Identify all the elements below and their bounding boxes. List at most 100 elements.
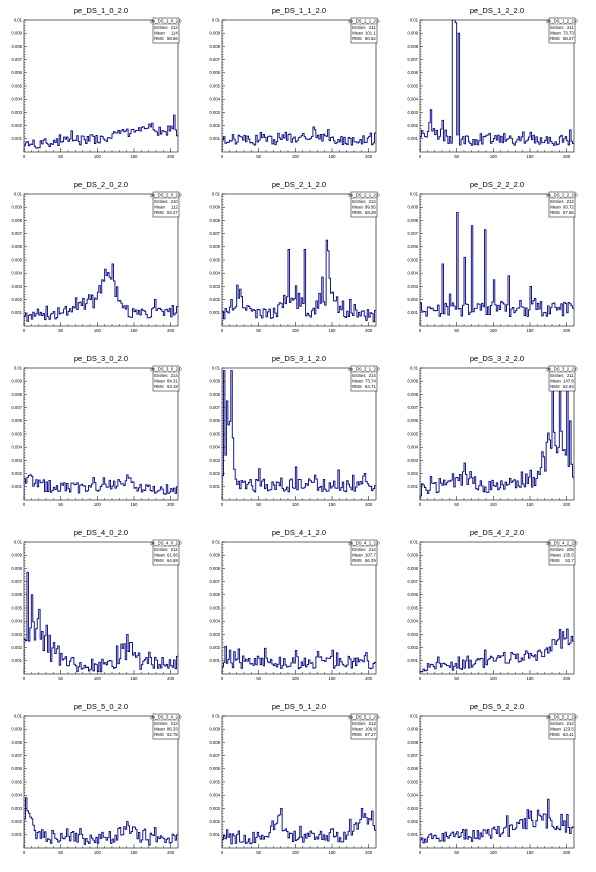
y-tick-label: 0.007 [12,579,23,584]
y-tick-label: 0.002 [408,297,419,302]
chart-title: pe_DS_1_0_2.0 [74,6,128,15]
stats-box [152,17,180,44]
y-tick-label: 0.009 [408,31,419,36]
y-tick-label: 0.003 [12,458,23,463]
stats-value: 112 [171,205,178,210]
y-tick-label: 0.006 [210,592,221,597]
stats-label: Entries [154,373,167,378]
x-tick-label: 100 [292,676,300,681]
stats-value: 214 [369,199,377,204]
x-tick-label: 0 [23,328,26,333]
y-tick-label: 0.005 [12,83,23,88]
y-tick-label: 0.007 [408,753,419,758]
x-tick-label: 150 [131,850,139,855]
y-tick-label: 0.004 [408,271,419,276]
y-tick-label: 0.006 [408,418,419,423]
chart-panel: pe_DS_4_0_2.0 0.001 0.002 0.003 0.004 0.005 0.… [2,524,200,698]
y-tick-label: 0.001 [12,136,23,141]
y-tick-label: 0.001 [210,832,221,837]
y-tick-label: 0.009 [408,727,419,732]
y-tick-label: 0.01 [212,17,221,22]
x-tick-label: 150 [131,676,139,681]
y-tick-label: 0.009 [408,553,419,558]
stats-label: RMS [550,384,560,389]
x-tick-label: 200 [167,328,175,333]
y-tick-label: 0.004 [210,793,221,798]
chart-title: pe_DS_4_2_2.0 [470,528,524,537]
y-tick-label: 0.008 [210,740,221,745]
y-tick-label: 0.009 [12,205,23,210]
y-tick-label: 0.001 [408,484,419,489]
chart-panel: pe_DS_1_1_2.0 0.001 0.002 0.003 0.004 0.005 0.… [200,2,398,176]
y-tick-label: 0.002 [210,297,221,302]
histogram-line [24,571,178,674]
x-tick-label: 150 [131,328,139,333]
y-tick-label: 0.003 [408,284,419,289]
chart-title: pe_DS_4_1_2.0 [272,528,326,537]
stats-value: 58.27 [563,36,574,41]
y-tick-label: 0.006 [12,766,23,771]
histogram-line [24,114,178,152]
y-tick-label: 0.006 [210,70,221,75]
y-tick-label: 0.01 [14,539,23,544]
stats-value: 73.73 [563,31,574,36]
chart-panel: pe_DS_2_1_2.0 0.001 0.002 0.003 0.004 0.005 0.… [200,176,398,350]
x-tick-label: 100 [490,850,498,855]
y-tick-label: 0.005 [210,779,221,784]
x-tick-label: 100 [292,328,300,333]
y-tick-label: 0.01 [14,191,23,196]
x-tick-label: 0 [419,676,422,681]
y-tick-label: 0.002 [210,471,221,476]
stats-label: Mean [550,31,561,36]
x-tick-label: 100 [94,328,102,333]
x-tick-label: 50 [58,502,63,507]
chart-title: pe_DS_3_1_2.0 [272,354,326,363]
y-tick-label: 0.004 [210,271,221,276]
y-tick-label: 0.007 [408,405,419,410]
stats-label: Entries [550,373,563,378]
chart-panel: pe_DS_5_0_2.0 0.001 0.002 0.003 0.004 0.005 0.… [2,698,200,872]
histogram-svg: pe_DS_3_1_2.0 0.001 0.002 0.003 0.004 0.005 0.… [210,354,381,507]
stats-box [548,365,576,392]
y-tick-label: 0.001 [12,658,23,663]
histogram-line [420,20,574,152]
y-tick-label: 0.01 [410,191,419,196]
stats-name: pe_DS_3_0_2.0 [150,367,182,372]
chart-panel: pe_DS_4_1_2.0 0.001 0.002 0.003 0.004 0.005 0.… [200,524,398,698]
histogram-line [222,645,376,674]
stats-name: pe_DS_4_1_2.0 [348,541,380,546]
x-tick-label: 100 [292,850,300,855]
y-tick-label: 0.005 [408,605,419,610]
histogram-line [420,370,574,500]
y-tick-label: 0.005 [210,605,221,610]
y-tick-label: 0.007 [210,57,221,62]
y-tick-label: 0.002 [12,471,23,476]
histogram-svg: pe_DS_5_0_2.0 0.001 0.002 0.003 0.004 0.005 0.… [12,702,183,855]
y-tick-label: 0.001 [210,310,221,315]
chart-title: pe_DS_5_0_2.0 [74,702,128,711]
x-tick-label: 100 [94,676,102,681]
stats-value: 64.69 [167,558,178,563]
x-tick-label: 100 [94,850,102,855]
stats-box [350,191,378,218]
y-tick-label: 0.001 [210,658,221,663]
stats-label: Entries [352,547,365,552]
x-tick-label: 50 [454,850,459,855]
y-tick-label: 0.01 [212,539,221,544]
y-tick-label: 0.006 [210,244,221,249]
y-tick-label: 0.003 [408,632,419,637]
histogram-line [420,628,574,674]
y-tick-label: 0.01 [212,365,221,370]
stats-label: RMS [154,732,164,737]
x-tick-label: 0 [221,676,224,681]
x-tick-label: 100 [94,154,102,159]
stats-value: 212 [171,547,179,552]
x-tick-label: 100 [490,676,498,681]
x-tick-label: 0 [221,154,224,159]
x-tick-label: 200 [563,154,571,159]
y-tick-label: 0.001 [408,658,419,663]
stats-value: 213 [369,721,377,726]
y-tick-label: 0.001 [12,310,23,315]
y-tick-label: 0.003 [210,458,221,463]
histogram-line [24,263,178,326]
